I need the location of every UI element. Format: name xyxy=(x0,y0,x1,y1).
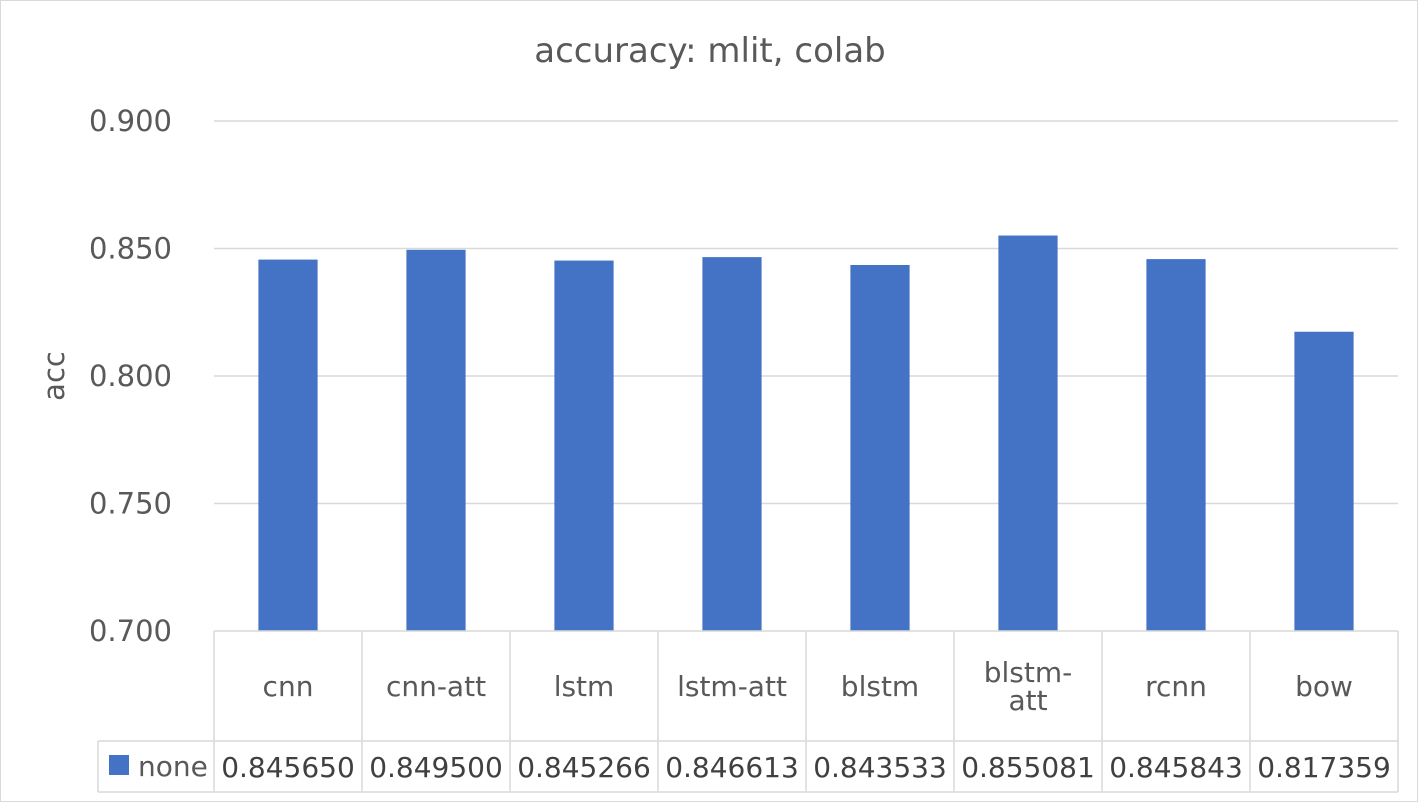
category-label: att xyxy=(1008,684,1047,717)
data-label: 0.849500 xyxy=(369,751,503,784)
data-label: 0.817359 xyxy=(1257,751,1391,784)
bar xyxy=(1146,259,1206,631)
bar xyxy=(258,259,318,631)
data-label: 0.845843 xyxy=(1109,751,1243,784)
category-label: bow xyxy=(1295,670,1353,703)
y-tick-labels: 0.700 0.750 0.800 0.850 0.900 xyxy=(89,104,172,648)
bar xyxy=(702,257,762,631)
legend-swatch xyxy=(109,755,129,775)
bars xyxy=(258,235,1354,631)
bar xyxy=(850,264,910,631)
data-label: 0.855081 xyxy=(961,751,1095,784)
category-label: lstm xyxy=(554,670,615,703)
legend-label: none xyxy=(138,750,208,783)
y-tick-label: 0.800 xyxy=(89,359,172,393)
bar xyxy=(406,249,466,631)
data-table: cnn cnn-att lstm lstm-att blstm blstm-att rcnn… xyxy=(97,630,1399,793)
bar xyxy=(1294,331,1354,631)
category-label: cnn-att xyxy=(386,670,486,703)
data-label: 0.845650 xyxy=(221,751,355,784)
category-label: cnn xyxy=(263,670,314,703)
y-tick-label: 0.750 xyxy=(89,487,172,521)
category-label: rcnn xyxy=(1145,670,1207,703)
gridlines xyxy=(214,120,1398,505)
y-axis-label: acc xyxy=(37,351,71,401)
bar xyxy=(554,260,614,631)
category-label: blstm- xyxy=(984,656,1073,689)
category-label: lstm-att xyxy=(677,670,787,703)
y-tick-label: 0.900 xyxy=(89,104,172,138)
data-label: 0.846613 xyxy=(665,751,799,784)
bar xyxy=(998,235,1058,631)
y-tick-label: 0.700 xyxy=(89,614,172,648)
data-label: 0.845266 xyxy=(517,751,651,784)
data-label: 0.843533 xyxy=(813,751,947,784)
y-tick-label: 0.850 xyxy=(89,232,172,266)
chart-title: accuracy: mlit, colab xyxy=(534,31,886,71)
category-label: blstm xyxy=(841,670,919,703)
